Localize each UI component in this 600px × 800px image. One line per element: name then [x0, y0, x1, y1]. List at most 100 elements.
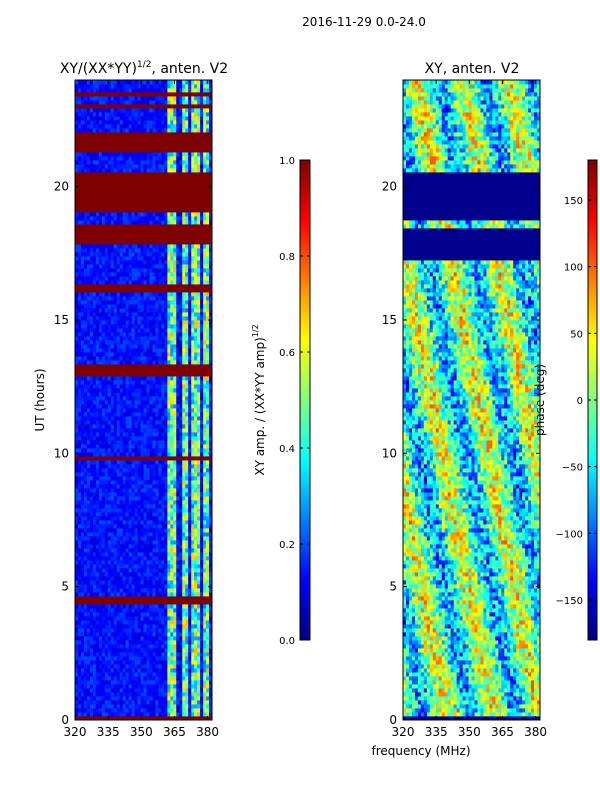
amplitude-cell	[119, 536, 124, 541]
amplitude-cell	[80, 296, 85, 301]
amplitude-cell	[197, 396, 201, 401]
amplitude-cell	[170, 396, 174, 401]
amplitude-cell	[98, 640, 103, 645]
amplitude-cell	[176, 668, 180, 673]
amplitude-cell	[98, 508, 103, 513]
amplitude-cell	[140, 524, 144, 529]
amplitude-cell	[197, 684, 201, 689]
amplitude-cell	[188, 532, 192, 537]
amplitude-cell	[104, 532, 109, 537]
amplitude-cell	[209, 360, 213, 365]
amplitude-cell	[83, 316, 88, 321]
amplitude-cell	[164, 412, 168, 417]
amplitude-cell	[75, 708, 79, 713]
amplitude-cell	[200, 316, 204, 321]
amplitude-cell	[203, 428, 207, 433]
amplitude-cell	[89, 360, 94, 365]
amplitude-cell	[170, 440, 174, 445]
amplitude-cell	[164, 672, 168, 677]
amplitude-cell	[176, 308, 180, 313]
amplitude-cell	[77, 664, 82, 669]
amplitude-cell	[104, 328, 109, 333]
amplitude-cell	[110, 716, 115, 721]
amplitude-cell	[152, 620, 156, 625]
amplitude-cell	[143, 292, 147, 297]
amplitude-cell	[113, 416, 118, 421]
amplitude-cell	[179, 552, 183, 557]
amplitude-cell	[209, 580, 213, 585]
amplitude-cell	[131, 292, 135, 297]
amplitude-cell	[176, 300, 180, 305]
amplitude-cell	[173, 360, 177, 365]
amplitude-cell	[137, 508, 141, 513]
amplitude-cell	[128, 324, 132, 329]
amplitude-cell	[83, 384, 88, 389]
amplitude-cell	[83, 508, 88, 513]
amplitude-cell	[164, 392, 168, 397]
amplitude-cell	[119, 568, 124, 573]
amplitude-cell	[116, 620, 121, 625]
amplitude-cell	[89, 556, 94, 561]
amplitude-cell	[77, 476, 82, 481]
amplitude-cell	[140, 472, 144, 477]
amplitude-cell	[188, 644, 192, 649]
amplitude-cell	[197, 292, 201, 297]
amplitude-cell	[104, 316, 109, 321]
amplitude-cell	[191, 524, 195, 529]
amplitude-cell	[80, 332, 85, 337]
amplitude-cell	[191, 584, 195, 589]
amplitude-cell	[161, 524, 165, 529]
amplitude-cell	[83, 504, 88, 509]
amplitude-cell	[209, 316, 213, 321]
amplitude-cell	[152, 340, 156, 345]
amplitude-cell	[194, 292, 198, 297]
amplitude-cell	[83, 608, 88, 613]
amplitude-cell	[179, 580, 183, 585]
amplitude-cell	[77, 492, 82, 497]
amplitude-cell	[179, 528, 183, 533]
amplitude-cell	[197, 512, 201, 517]
amplitude-cell	[89, 708, 94, 713]
amplitude-cell	[146, 396, 150, 401]
amplitude-cell	[164, 504, 168, 509]
amplitude-cell	[182, 636, 186, 641]
amplitude-cell	[161, 680, 165, 685]
amplitude-cell	[80, 464, 85, 469]
amplitude-cell	[98, 528, 103, 533]
amplitude-cell	[143, 592, 147, 597]
amplitude-cell	[161, 548, 165, 553]
amplitude-cell	[86, 552, 91, 557]
amplitude-cell	[188, 576, 192, 581]
amplitude-cell	[194, 548, 198, 553]
amplitude-cell	[179, 428, 183, 433]
amplitude-cell	[80, 288, 85, 293]
amplitude-cell	[170, 384, 174, 389]
amplitude-cell	[110, 640, 115, 645]
amplitude-cell	[98, 396, 103, 401]
amplitude-cell	[77, 556, 82, 561]
amplitude-cell	[107, 516, 112, 521]
amplitude-cell	[146, 676, 150, 681]
amplitude-cell	[122, 712, 127, 717]
amplitude-cell	[143, 468, 147, 473]
amplitude-cell	[128, 492, 132, 497]
amplitude-cell	[200, 576, 204, 581]
amplitude-cell	[164, 600, 168, 605]
amplitude-cell	[113, 384, 118, 389]
amplitude-cell	[107, 400, 112, 405]
amplitude-cell	[185, 384, 189, 389]
amplitude-cell	[75, 428, 79, 433]
amplitude-cell	[113, 332, 118, 337]
amplitude-cell	[140, 560, 144, 565]
amplitude-cell	[197, 544, 201, 549]
amplitude-cell	[140, 704, 144, 709]
amplitude-cell	[125, 488, 130, 493]
amplitude-cell	[89, 404, 94, 409]
amplitude-cell	[98, 656, 103, 661]
amplitude-cell	[83, 584, 88, 589]
amplitude-cell	[155, 432, 159, 437]
amplitude-cell	[143, 544, 147, 549]
amplitude-cell	[113, 700, 118, 705]
amplitude-cell	[176, 676, 180, 681]
